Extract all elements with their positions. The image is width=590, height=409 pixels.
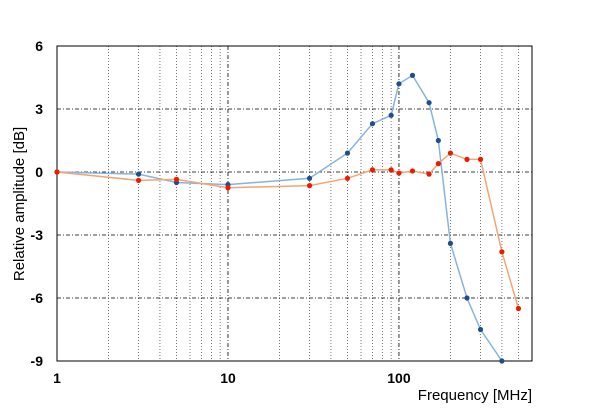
y-tick-label: 0: [35, 164, 43, 180]
data-point: [477, 156, 484, 162]
data-point: [464, 295, 470, 301]
data-point: [464, 156, 470, 162]
data-point: [447, 240, 454, 246]
data-point: [477, 326, 484, 333]
data-point: [369, 167, 376, 173]
data-point: [426, 171, 432, 177]
data-point: [409, 168, 416, 174]
data-point: [135, 177, 142, 183]
x-tick-label: 1: [53, 370, 61, 386]
y-tick-label: 6: [35, 38, 43, 54]
data-point: [388, 112, 394, 118]
x-axis-label: Frequency [MHz]: [418, 387, 532, 404]
x-tick-label: 100: [387, 370, 411, 386]
y-tick-label: -3: [31, 227, 44, 243]
data-point: [306, 183, 313, 189]
plot-frame: [56, 45, 533, 362]
x-tick-label: 10: [220, 370, 236, 386]
data-point: [135, 171, 142, 177]
data-point: [447, 150, 454, 156]
data-point: [435, 137, 441, 144]
data-point: [173, 176, 180, 182]
y-axis-label: Relative amplitude [dB]: [11, 127, 28, 281]
data-point: [426, 100, 432, 106]
data-point: [396, 81, 402, 87]
data-point: [306, 175, 313, 181]
y-tick-label: -6: [31, 290, 44, 306]
data-point: [396, 170, 402, 176]
data-point: [515, 305, 522, 312]
data-point: [499, 358, 505, 364]
data-point: [499, 249, 505, 255]
data-point: [54, 169, 60, 175]
data-point: [409, 72, 416, 78]
data-point: [435, 161, 441, 167]
data-point: [344, 175, 351, 181]
data-point: [225, 185, 231, 191]
data-point: [388, 167, 394, 173]
y-tick-label: 3: [35, 101, 43, 117]
data-point: [369, 121, 376, 127]
data-point: [344, 150, 351, 156]
y-tick-label: -9: [31, 353, 44, 369]
